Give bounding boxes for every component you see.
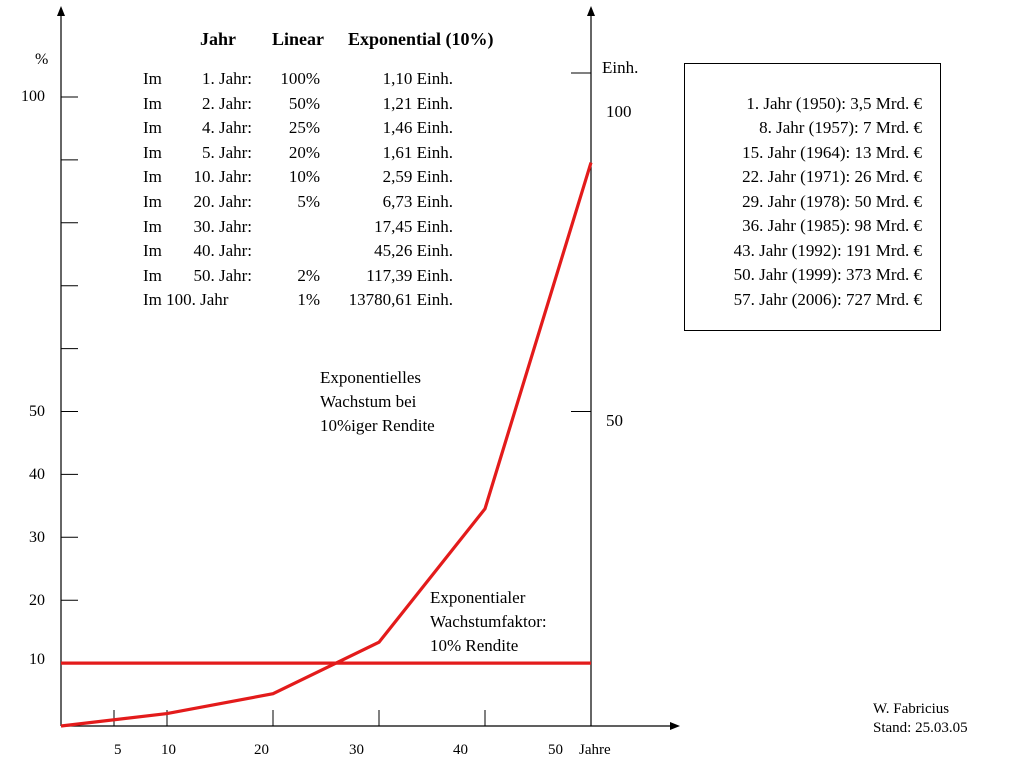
info-box-row: 50. Jahr (1999): 373 Mrd. € xyxy=(733,265,922,284)
table-cell-year: 2. Jahr: xyxy=(201,93,252,113)
x-axis-arrow xyxy=(670,722,680,730)
y-tick-label-right: 100 xyxy=(606,102,632,121)
table-cell-prefix: Im xyxy=(143,265,162,285)
table-cell-prefix: Im xyxy=(143,142,162,162)
table-cell-exponential: 1,46 Einh. xyxy=(382,118,453,138)
table-cell-linear: 100% xyxy=(280,69,320,88)
info-box-row: 29. Jahr (1978): 50 Mrd. € xyxy=(742,192,922,211)
info-box-row: 15. Jahr (1964): 13 Mrd. € xyxy=(742,143,922,162)
table-cell-prefix: Im xyxy=(143,216,162,236)
table-cell-prefix: Im xyxy=(143,167,162,187)
y-tick-label-left: 50 xyxy=(29,403,45,420)
table-cell-year: 4. Jahr: xyxy=(201,118,252,138)
y-axis-left-label: % xyxy=(35,51,49,68)
table-cell-exponential: 6,73 Einh. xyxy=(382,192,453,211)
table-cell-linear: 10% xyxy=(288,167,320,187)
table-cell-exponential: 1,10 Einh. xyxy=(382,69,453,88)
x-tick-label: 20 xyxy=(254,742,269,758)
annotation-growth-factor: Exponentialer Wachstumfaktor: 10% Rendit… xyxy=(430,586,547,658)
exponential-growth-line xyxy=(60,162,593,728)
x-tick-label: 50 xyxy=(548,742,563,758)
info-box-row: 57. Jahr (2006): 727 Mrd. € xyxy=(733,290,922,309)
credit-author: W. Fabricius xyxy=(873,701,950,717)
table-cell-year: 50. Jahr: xyxy=(193,265,252,285)
y-axis-left-arrow xyxy=(57,6,65,16)
table-cell-year: 30. Jahr: xyxy=(193,216,252,236)
x-tick-label: 10 xyxy=(161,742,176,758)
table-cell-exponential: 1,21 Einh. xyxy=(382,93,453,113)
info-box-row: 36. Jahr (1985): 98 Mrd. € xyxy=(742,216,922,235)
annotation-line: Exponentielles xyxy=(320,368,422,387)
y-tick-label-left: 30 xyxy=(29,529,45,546)
credit: W. Fabricius Stand: 25.03.05 xyxy=(873,700,968,738)
table-cell-linear: 5% xyxy=(297,192,320,211)
table-cell-exponential: 1,61 Einh. xyxy=(382,142,453,162)
table-cell-linear: 1% xyxy=(297,290,320,310)
table-cell-year: 1. Jahr: xyxy=(201,69,252,88)
table-cell-year: 40. Jahr: xyxy=(193,241,252,261)
info-box: 1. Jahr (1950): 3,5 Mrd. € 8. Jahr (1957… xyxy=(684,63,941,331)
info-box-row: 22. Jahr (1971): 26 Mrd. € xyxy=(742,167,922,186)
table-header-linear: Linear xyxy=(272,29,324,49)
y-tick-label-left: 20 xyxy=(29,592,45,609)
info-box-row: 1. Jahr (1950): 3,5 Mrd. € xyxy=(746,94,922,113)
info-box-row: 43. Jahr (1992): 191 Mrd. € xyxy=(733,241,922,260)
y-axis-right-label: Einh. xyxy=(602,58,639,77)
table-cell-prefix: Im xyxy=(143,69,162,88)
x-tick-label: 40 xyxy=(453,742,468,758)
x-tick-label: 5 xyxy=(114,742,122,758)
table-cell-exponential: 13780,61 Einh. xyxy=(348,290,453,310)
table-cell-linear: 25% xyxy=(288,118,320,138)
table-cell-year: 5. Jahr: xyxy=(201,142,252,162)
y-axis-right-arrow xyxy=(587,6,595,16)
table-cell-prefix: Im xyxy=(143,241,162,261)
table-cell-prefix: Im 100. Jahr xyxy=(143,290,229,310)
table-header-exponential: Exponential (10%) xyxy=(348,29,494,49)
x-tick-label: 30 xyxy=(349,742,364,758)
table-cell-year: 20. Jahr: xyxy=(193,192,252,211)
credit-date: Stand: 25.03.05 xyxy=(873,720,968,736)
annotation-line: Exponentialer xyxy=(430,588,526,607)
y-tick-label-right: 50 xyxy=(606,411,623,430)
table-header-jahr: Jahr xyxy=(200,29,236,49)
table-cell-linear: 20% xyxy=(288,142,320,162)
table-cell-prefix: Im xyxy=(143,192,162,211)
annotation-exponential-growth: Exponentielles Wachstum bei 10%iger Rend… xyxy=(320,366,435,438)
table-cell-exponential: 117,39 Einh. xyxy=(366,265,453,285)
table-cell-exponential: 2,59 Einh. xyxy=(382,167,453,187)
y-tick-label-left: 10 xyxy=(29,651,45,668)
y-tick-label-left: 40 xyxy=(29,466,45,483)
series-layer xyxy=(60,162,593,728)
table-cell-linear: 50% xyxy=(288,93,320,113)
y-tick-label-left: 100 xyxy=(21,88,45,105)
table-cell-prefix: Im xyxy=(143,118,162,138)
table-cell-linear: 2% xyxy=(297,265,320,285)
annotation-line: Wachstum bei xyxy=(320,392,417,411)
x-axis-label: Jahre xyxy=(579,742,611,758)
table-cell-exponential: 17,45 Einh. xyxy=(374,216,453,236)
table-cell-year: 10. Jahr: xyxy=(193,167,252,187)
annotation-line: 10% Rendite xyxy=(430,636,519,655)
annotation-line: Wachstumfaktor: xyxy=(430,612,547,631)
table-cell-exponential: 45,26 Einh. xyxy=(374,241,453,261)
annotation-line: 10%iger Rendite xyxy=(320,416,435,435)
info-box-row: 8. Jahr (1957): 7 Mrd. € xyxy=(759,118,922,137)
axes xyxy=(57,6,680,730)
table-cell-prefix: Im xyxy=(143,93,162,113)
